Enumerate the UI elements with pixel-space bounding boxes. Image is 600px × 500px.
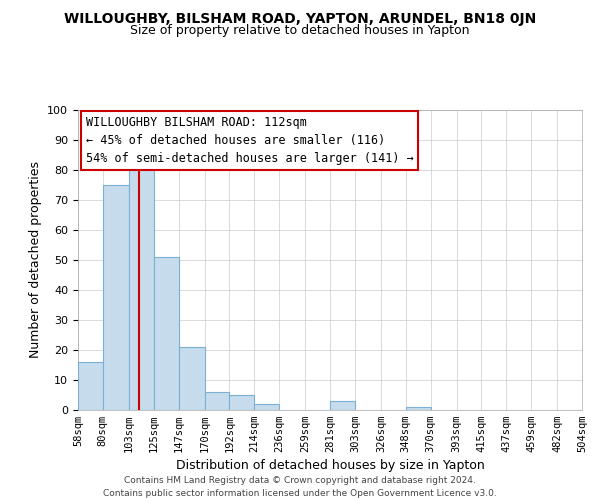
Bar [406, 407, 431, 410]
Y-axis label: Number of detached properties: Number of detached properties [29, 162, 42, 358]
Bar [205, 392, 229, 410]
Bar [78, 362, 103, 410]
Bar [103, 185, 129, 410]
Bar [179, 347, 205, 410]
Text: Size of property relative to detached houses in Yapton: Size of property relative to detached ho… [130, 24, 470, 37]
Bar [129, 167, 154, 410]
X-axis label: Distribution of detached houses by size in Yapton: Distribution of detached houses by size … [176, 460, 484, 472]
Bar [229, 395, 254, 410]
Bar [330, 401, 355, 410]
Bar [154, 257, 179, 410]
Bar [254, 404, 279, 410]
Text: Contains HM Land Registry data © Crown copyright and database right 2024.
Contai: Contains HM Land Registry data © Crown c… [103, 476, 497, 498]
Text: WILLOUGHBY BILSHAM ROAD: 112sqm
← 45% of detached houses are smaller (116)
54% o: WILLOUGHBY BILSHAM ROAD: 112sqm ← 45% of… [86, 116, 413, 165]
Text: WILLOUGHBY, BILSHAM ROAD, YAPTON, ARUNDEL, BN18 0JN: WILLOUGHBY, BILSHAM ROAD, YAPTON, ARUNDE… [64, 12, 536, 26]
